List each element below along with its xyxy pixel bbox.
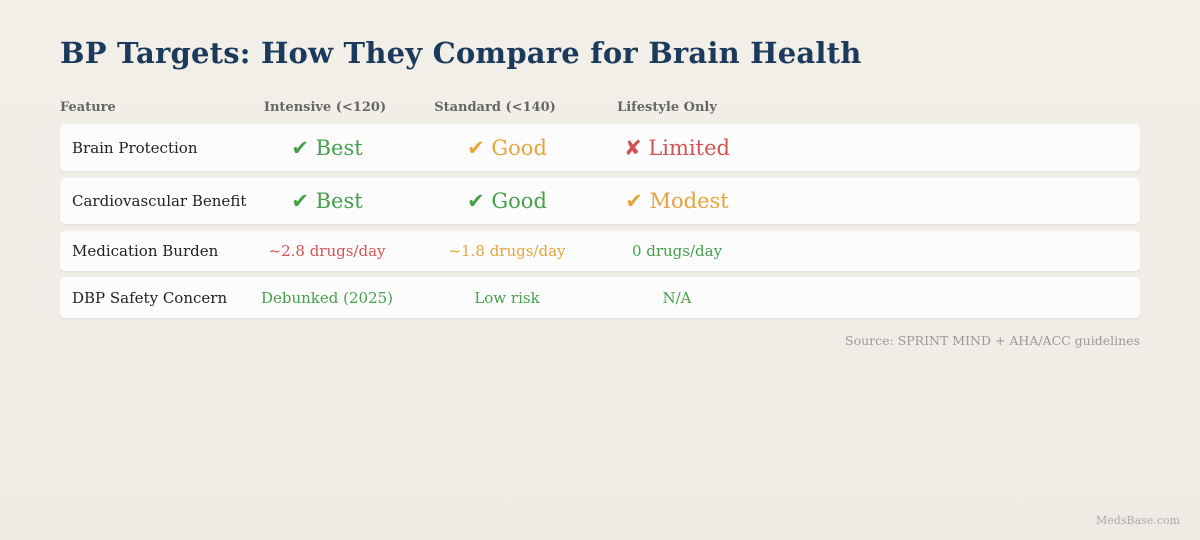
cell-standard: ✔ Good [467,135,547,160]
column-header-intensive: Intensive (<120) [263,100,387,115]
cell-lifestyle: N/A [662,288,692,307]
cell-lifestyle: ✔ Modest [625,189,729,213]
cell-intensive: ✔ Best [291,189,363,213]
page-title: BP Targets: How They Compare for Brain H… [60,36,862,70]
cell-standard: ✔ Good [467,189,547,213]
column-header-feature: Feature [60,100,116,115]
row-feature-label: Medication Burden [72,242,219,260]
row-feature-label: DBP Safety Concern [72,288,228,307]
cell-intensive: ~2.8 drugs/day [268,242,386,260]
source-note: Source: SPRINT MIND + AHA/ACC guidelines [845,333,1140,348]
table-row-medication-burden: Medication Burden ~2.8 drugs/day ~1.8 dr… [60,231,1140,271]
cell-lifestyle: 0 drugs/day [631,242,723,260]
cell-standard: ~1.8 drugs/day [448,242,566,260]
cell-intensive: ✔ Best [291,135,363,160]
table-header: Feature Intensive (<120) Standard (<140)… [60,100,1140,116]
table-row-brain-protection: Brain Protection ✔ Best ✔ Good ✘ Limited [60,124,1140,171]
watermark: MedsBase.com [1096,514,1180,527]
table-row-cardiovascular-benefit: Cardiovascular Benefit ✔ Best ✔ Good ✔ M… [60,178,1140,224]
table-row-dbp-safety-concern: DBP Safety Concern Debunked (2025) Low r… [60,277,1140,318]
row-feature-label: Brain Protection [72,138,198,157]
cell-intensive: Debunked (2025) [260,288,394,307]
column-header-standard: Standard (<140) [434,100,556,115]
column-header-lifestyle: Lifestyle Only [617,100,717,115]
cell-standard: Low risk [474,288,540,307]
cell-lifestyle: ✘ Limited [624,135,730,160]
row-feature-label: Cardiovascular Benefit [72,192,247,210]
